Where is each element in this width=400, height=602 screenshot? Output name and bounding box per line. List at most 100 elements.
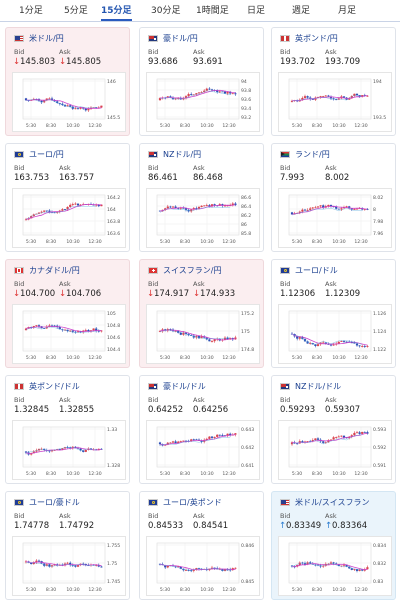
tab-6[interactable]: 週足	[292, 6, 311, 16]
bid-label: Bid	[280, 512, 291, 520]
down-arrow-icon: ↓	[147, 289, 155, 299]
y-tick-label: 0.846	[241, 543, 254, 549]
candle-body	[182, 440, 185, 442]
currency-pair-name: スイスフラン/円	[163, 265, 222, 275]
y-tick-label: 0.845	[241, 579, 254, 585]
ask-label: Ask	[59, 164, 71, 172]
moving-average-line	[25, 203, 102, 220]
candlestick-chart[interactable]: 0.846 0.845 5:30 8:30 10:30 12:30	[146, 536, 260, 596]
rate-card[interactable]: ユーロ/ドル Bid Ask 1.12306 1.12309 1.126 1.124 1.12…	[271, 259, 396, 368]
rate-card[interactable]: 英ポンド/ドル Bid Ask 1.32845 1.32855 1.33 1.328 5:30…	[5, 375, 130, 484]
currency-pair-link[interactable]: 英ポンド/ドル	[14, 381, 80, 391]
tab-7[interactable]: 月足	[338, 6, 357, 16]
candle-body	[345, 206, 348, 208]
currency-pair-link[interactable]: NZドル/ドル	[280, 381, 341, 391]
currency-pair-link[interactable]: ランド/円	[280, 149, 330, 159]
x-tick-label: 5:30	[26, 239, 36, 245]
candlestick-chart[interactable]: 94 93.8 93.6 93.4 93.2 5:30 8:30 10:30 12:30	[146, 72, 260, 132]
tab-1[interactable]: 5分足	[64, 6, 88, 16]
rate-card[interactable]: ランド/円 Bid Ask 7.993 8.002 8.02 8 7.98 7.96 5:30 8:…	[271, 143, 396, 252]
candle-body	[79, 204, 82, 206]
trend-line	[291, 207, 363, 216]
currency-pair-link[interactable]: 豪ドル/円	[148, 33, 198, 43]
currency-pair-link[interactable]: カナダドル/円	[14, 265, 80, 275]
candle-body	[342, 564, 346, 566]
candle-body	[335, 99, 338, 101]
tab-4[interactable]: 1時間足	[196, 6, 229, 16]
x-tick-label: 12:30	[354, 239, 367, 245]
currency-pair-link[interactable]: ユーロ/英ポンド	[148, 497, 222, 507]
candlestick-chart[interactable]: 0.834 0.832 0.83 5:30 8:30 10:30 12:30	[278, 536, 392, 596]
rate-card[interactable]: 豪ドル/ドル Bid Ask 0.64252 0.64256 0.643 0.642 0.64…	[139, 375, 264, 484]
rate-card[interactable]: スイスフラン/円 Bid Ask ↓ 174.917 ↓ 174.933 175.2 175 17…	[139, 259, 264, 368]
eu-flag-icon	[280, 266, 290, 274]
candlestick-chart[interactable]: 175.2 175 174.8 5:30 8:30 10:30 12:30	[146, 304, 260, 364]
candle-body	[234, 567, 237, 569]
candlestick-chart[interactable]: 194 193.5 5:30 8:30 10:30 12:30	[278, 72, 392, 132]
x-tick-label: 12:30	[88, 355, 101, 361]
bid-label: Bid	[148, 396, 159, 404]
rate-card[interactable]: NZドル/円 Bid Ask 86.461 86.468 86.6 86.4 86.2 86 85…	[139, 143, 264, 252]
candle-body	[184, 332, 188, 334]
candle-body	[221, 91, 224, 93]
currency-pair-link[interactable]: 豪ドル/ドル	[148, 381, 206, 391]
rate-card[interactable]: 豪ドル/円 Bid Ask 93.686 93.691 94 93.8 93.6 93.4 93.…	[139, 27, 264, 136]
tab-0[interactable]: 1分足	[19, 6, 43, 16]
ask-label: Ask	[325, 512, 337, 520]
candlestick-chart[interactable]: 1.33 1.328 5:30 8:30 10:30 12:30	[12, 420, 126, 480]
candlestick-chart[interactable]: 146 145.5 5:30 8:30 10:30 12:30	[12, 72, 126, 132]
x-tick-label: 10:30	[332, 355, 345, 361]
candle-body	[348, 436, 351, 439]
tab-2[interactable]: 15分足	[101, 3, 132, 21]
candle-body	[179, 566, 182, 569]
currency-pair-link[interactable]: NZドル/円	[148, 149, 201, 159]
candle-body	[74, 565, 77, 567]
candle-body	[169, 329, 172, 330]
x-tick-label: 10:30	[66, 123, 79, 129]
rate-card[interactable]: ユーロ/英ポンド Bid Ask 0.84533 0.84541 0.846 0.845 5:…	[139, 491, 264, 600]
candle-body	[210, 341, 214, 342]
candlestick-chart[interactable]: 0.593 0.592 0.591 5:30 8:30 10:30 12:30	[278, 420, 392, 480]
candle-body	[216, 434, 219, 437]
candle-body	[71, 204, 74, 205]
moving-average-line	[25, 561, 102, 567]
currency-pair-link[interactable]: 米ドル/円	[14, 33, 64, 43]
candlestick-chart[interactable]: 164.2 164 163.8 163.6 5:30 8:30 10:30 12:30	[12, 188, 126, 248]
y-tick-label: 175.2	[241, 311, 254, 317]
rate-card[interactable]: NZドル/ドル Bid Ask 0.59293 0.59307 0.593 0.592 0.5…	[271, 375, 396, 484]
currency-pair-link[interactable]: ユーロ/円	[14, 149, 64, 159]
rate-card[interactable]: 英ポンド/円 Bid Ask 193.702 193.709 194 193.5 5:30 8:…	[271, 27, 396, 136]
candlestick-chart[interactable]: 1.126 1.124 1.122 5:30 8:30 10:30 12:30	[278, 304, 392, 364]
down-arrow-icon: ↓	[13, 289, 21, 299]
trend-line	[291, 333, 363, 345]
candle-body	[84, 108, 87, 111]
rate-card[interactable]: ユーロ/豪ドル Bid Ask 1.74778 1.74792 1.755 1.75 1.74…	[5, 491, 130, 600]
tab-3[interactable]: 30分足	[151, 6, 181, 16]
candlestick-chart[interactable]: 8.02 8 7.98 7.96 5:30 8:30 10:30 12:30	[278, 188, 392, 248]
candle-body	[177, 97, 180, 99]
currency-pair-link[interactable]: 米ドル/スイスフラン	[280, 497, 369, 507]
candle-body	[234, 203, 237, 206]
rate-card[interactable]: ユーロ/円 Bid Ask 163.753 163.757 164.2 164 163.8 16…	[5, 143, 130, 252]
rate-card[interactable]: カナダドル/円 Bid Ask ↓ 104.700 ↓ 104.706 105 104.8 104…	[5, 259, 130, 368]
currency-pair-link[interactable]: ユーロ/ドル	[280, 265, 338, 275]
rate-card[interactable]: 米ドル/スイスフラン Bid Ask ↑ 0.83349 ↑ 0.83364 0.834 0.8…	[271, 491, 396, 600]
tab-5[interactable]: 日足	[247, 6, 266, 16]
currency-pair-link[interactable]: 英ポンド/円	[280, 33, 338, 43]
candle-body	[303, 96, 307, 98]
currency-pair-name: ユーロ/豪ドル	[29, 497, 80, 507]
candlestick-chart[interactable]: 1.755 1.75 1.745 5:30 8:30 10:30 12:30	[12, 536, 126, 596]
currency-pair-link[interactable]: スイスフラン/円	[148, 265, 221, 275]
ask-label: Ask	[193, 164, 205, 172]
candle-body	[366, 209, 369, 210]
currency-pair-link[interactable]: ユーロ/豪ドル	[14, 497, 80, 507]
candlestick-chart[interactable]: 105 104.8 104.6 104.4 5:30 8:30 10:30 12:30	[12, 304, 126, 364]
candle-body	[303, 209, 307, 211]
ca-flag-icon	[14, 266, 24, 274]
x-tick-label: 8:30	[46, 471, 56, 477]
rate-card[interactable]: 米ドル/円 Bid Ask ↓ 145.803 ↓ 145.805 146 145.5 5:30 8…	[5, 27, 130, 136]
candlestick-chart[interactable]: 86.6 86.4 86.2 86 85.8 5:30 8:30 10:30 12:30	[146, 188, 260, 248]
candle-body	[342, 341, 346, 342]
candlestick-chart[interactable]: 0.643 0.642 0.641 5:30 8:30 10:30 12:30	[146, 420, 260, 480]
candle-body	[50, 98, 54, 101]
